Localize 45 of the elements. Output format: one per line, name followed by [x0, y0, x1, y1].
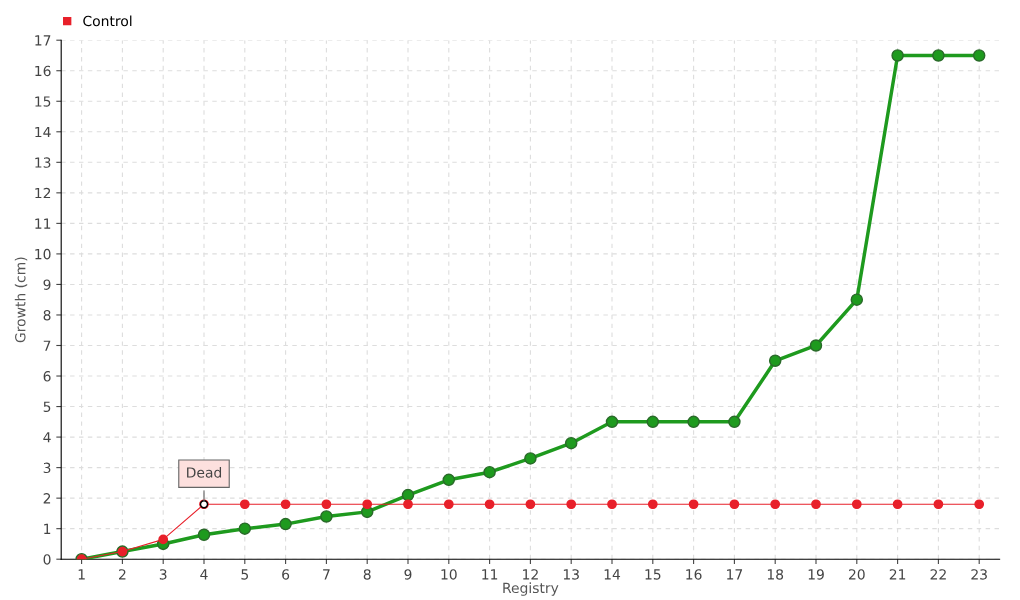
x-tick-label: 2 — [119, 569, 126, 580]
x-tick-label: 20 — [848, 569, 865, 580]
x-tick-label: 1 — [78, 569, 85, 580]
y-tick-label: 1 — [44, 523, 51, 534]
x-tick-label: 11 — [482, 569, 498, 580]
x-tick-label: 18 — [767, 569, 784, 580]
x-tick-label: 17 — [727, 569, 743, 580]
x-tick-label: 9 — [404, 569, 412, 580]
y-tick-label: 3 — [43, 462, 51, 474]
x-tick-label: 3 — [159, 569, 167, 580]
x-axis-title: Registry — [503, 582, 559, 596]
y-tick-label: 15 — [35, 96, 51, 107]
x-tick-label: 19 — [808, 569, 824, 580]
y-tick-label: 9 — [43, 279, 51, 290]
x-tick-label: 7 — [323, 569, 330, 580]
y-tick-label: 12 — [35, 187, 51, 199]
y-tick-label: 0 — [43, 554, 51, 565]
y-tick-label: 16 — [35, 65, 51, 77]
y-tick-label: 5 — [43, 401, 51, 413]
y-axis-title: Growth (cm) — [14, 257, 28, 343]
y-tick-label: 10 — [35, 248, 51, 260]
x-tick-label: 8 — [363, 569, 371, 580]
y-tick-label: 4 — [43, 432, 51, 443]
y-tick-label: 17 — [35, 35, 51, 46]
x-tick-label: 13 — [563, 569, 579, 580]
y-tick-label: 8 — [43, 309, 51, 321]
x-tick-label: 5 — [241, 569, 249, 580]
x-tick-label: 6 — [282, 569, 290, 580]
x-tick-label: 23 — [971, 569, 987, 580]
annotation: Dead — [187, 466, 222, 478]
x-tick-label: 16 — [686, 569, 702, 580]
x-tick-label: 10 — [441, 569, 457, 580]
x-tick-label: 22 — [930, 569, 946, 580]
y-tick-label: 7 — [43, 340, 51, 351]
x-tick-label: 15 — [645, 569, 661, 580]
y-tick-label: 14 — [35, 126, 51, 138]
y-tick-label: 11 — [35, 218, 51, 229]
y-tick-label: 6 — [43, 370, 51, 382]
legend-label: Control — [83, 15, 132, 27]
x-tick-label: 14 — [604, 569, 621, 580]
y-tick-label: 13 — [35, 157, 51, 168]
y-tick-label: 2 — [43, 493, 51, 504]
x-tick-label: 4 — [200, 569, 208, 580]
x-tick-label: 12 — [523, 569, 538, 580]
x-tick-label: 21 — [889, 569, 906, 580]
